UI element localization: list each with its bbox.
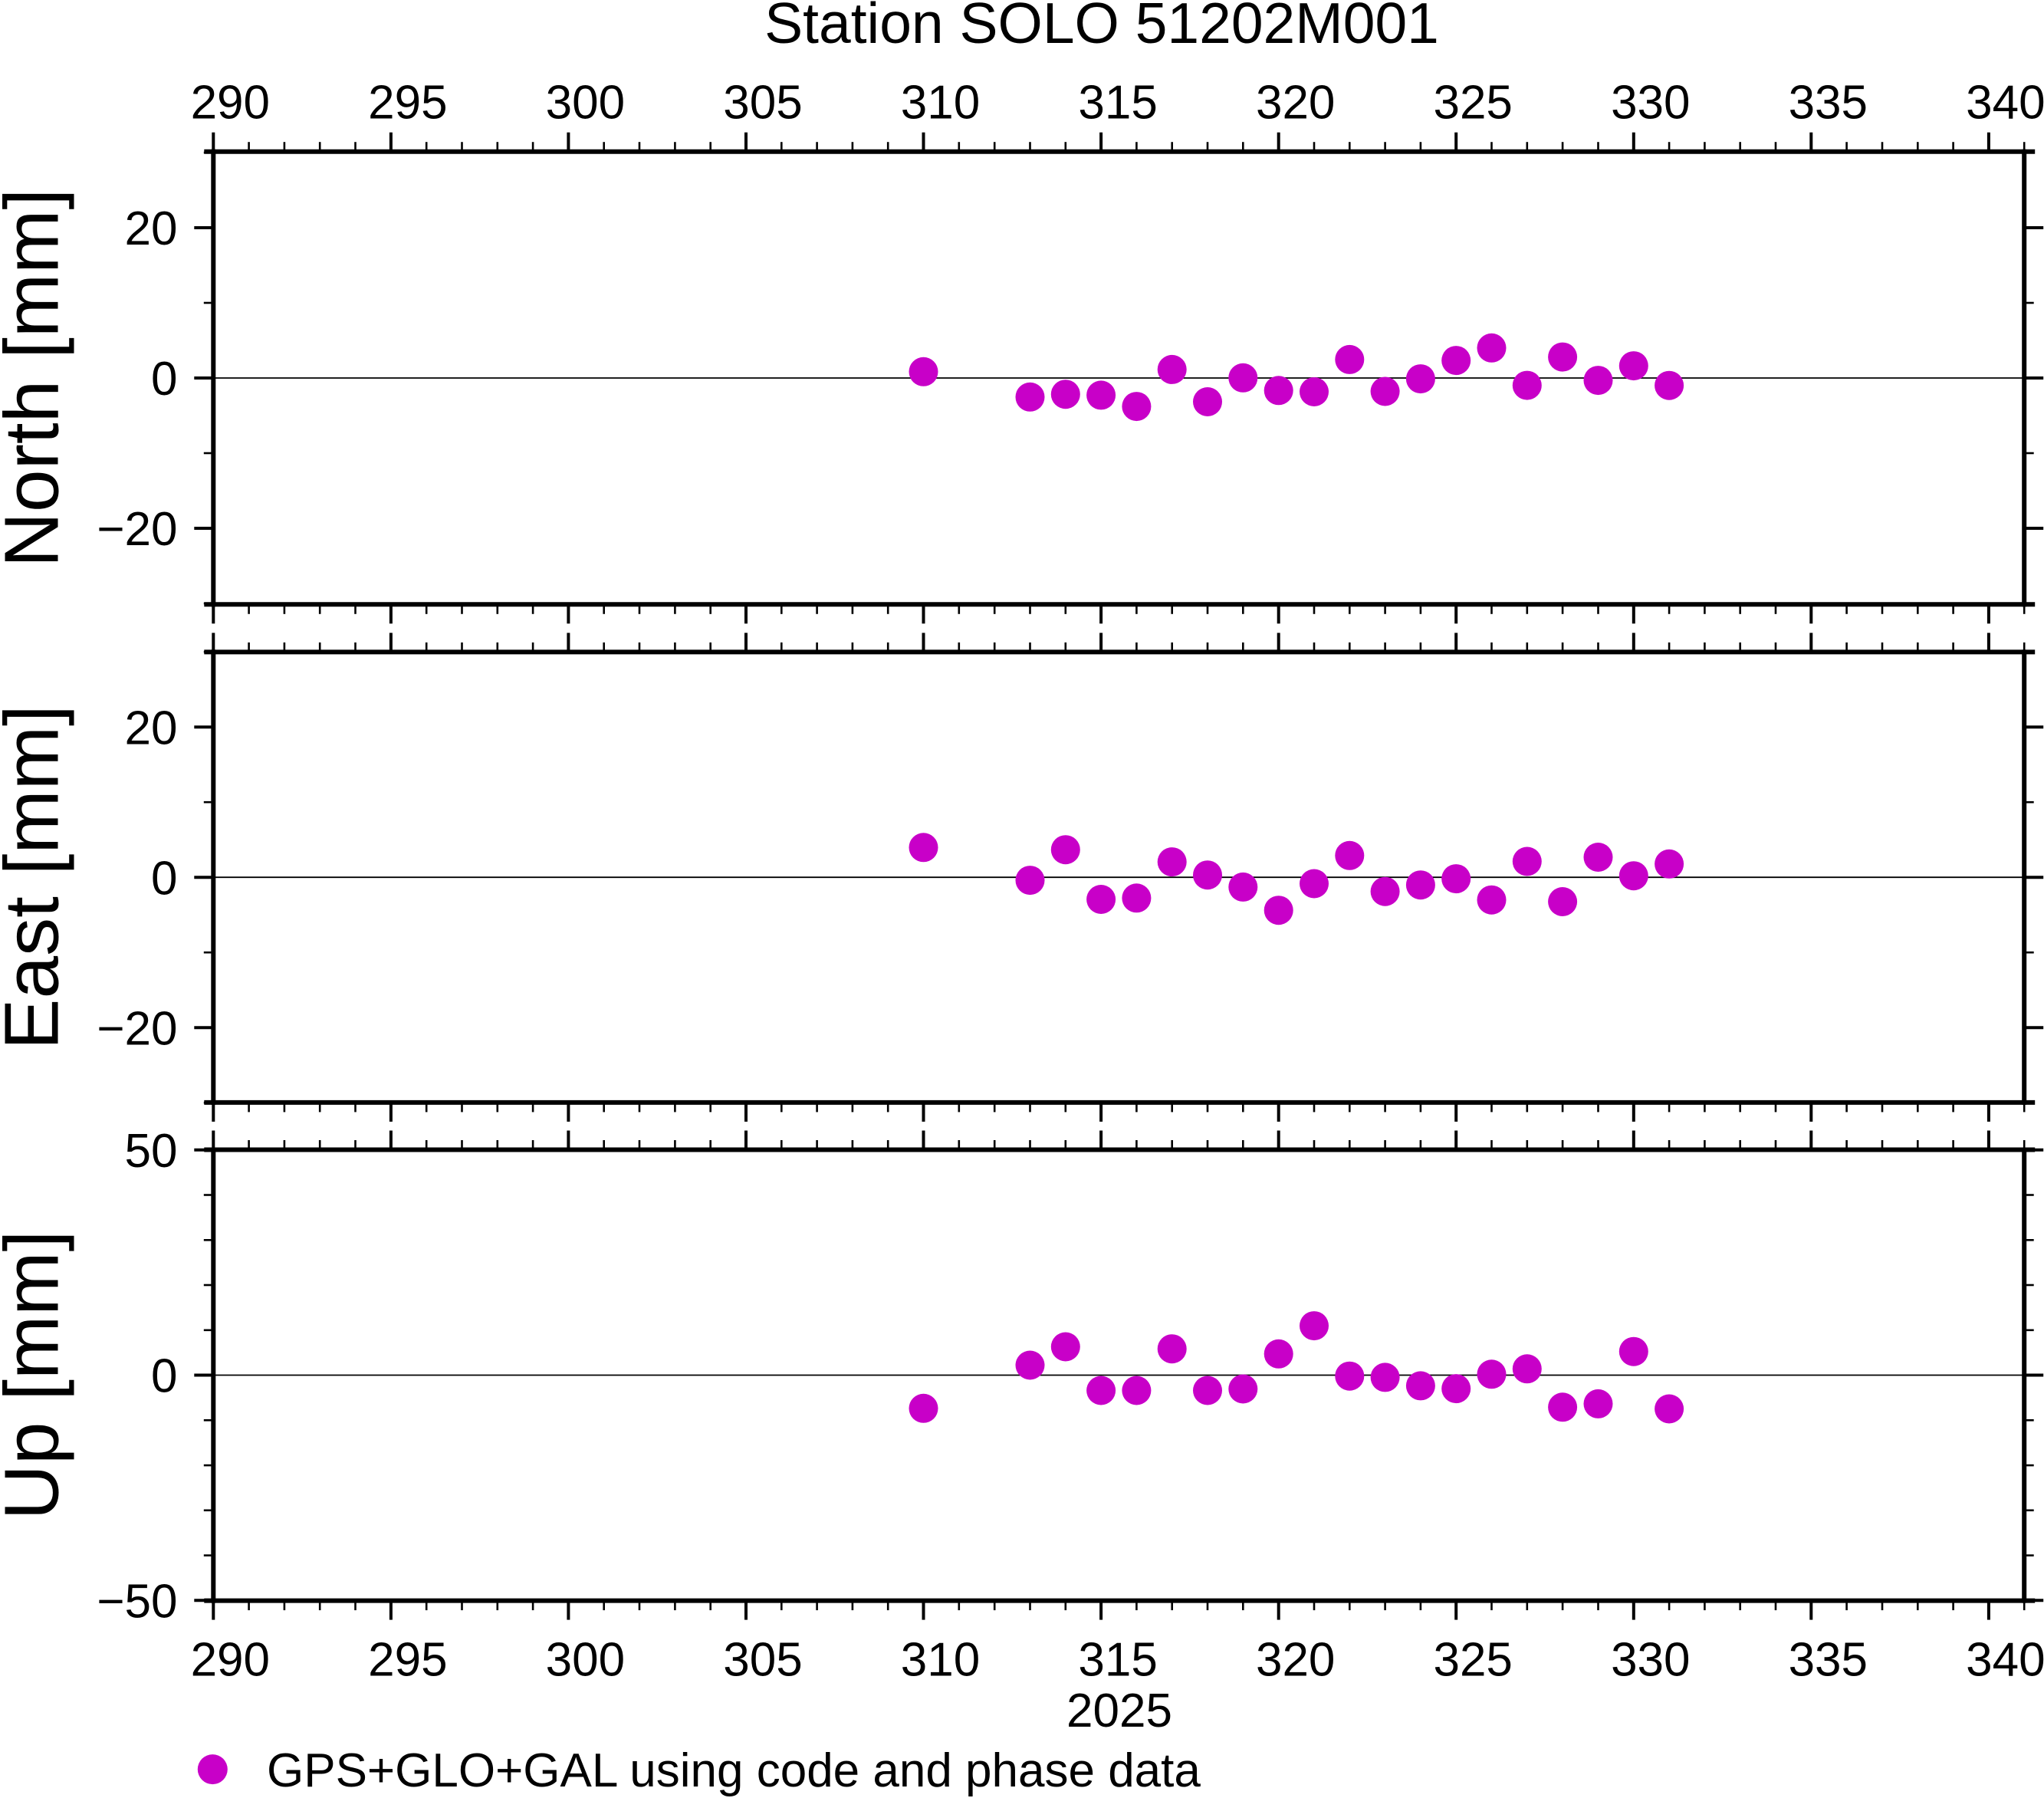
svg-text:0: 0 [151, 353, 177, 406]
svg-text:320: 320 [1256, 1634, 1335, 1687]
svg-text:−20: −20 [97, 1002, 177, 1055]
svg-text:20: 20 [125, 702, 178, 754]
svg-text:335: 335 [1789, 77, 1868, 130]
svg-text:0: 0 [151, 852, 177, 905]
svg-text:−20: −20 [97, 503, 177, 556]
svg-text:20: 20 [125, 202, 178, 255]
svg-text:340: 340 [1966, 77, 2044, 130]
svg-text:320: 320 [1256, 77, 1335, 130]
svg-text:290: 290 [191, 77, 270, 130]
svg-text:340: 340 [1966, 1634, 2044, 1687]
svg-text:North [mm]: North [mm] [0, 189, 75, 567]
svg-text:305: 305 [723, 77, 802, 130]
svg-text:Station SOLO 51202M001: Station SOLO 51202M001 [764, 0, 1439, 55]
svg-text:50: 50 [125, 1125, 178, 1178]
svg-text:305: 305 [723, 1634, 802, 1687]
svg-text:330: 330 [1611, 1634, 1690, 1687]
svg-text:290: 290 [191, 1634, 270, 1687]
svg-text:2025: 2025 [1066, 1685, 1172, 1737]
svg-text:325: 325 [1433, 77, 1512, 130]
svg-text:−50: −50 [97, 1576, 177, 1629]
svg-text:GPS+GLO+GAL using code and pha: GPS+GLO+GAL using code and phase data [267, 1744, 1201, 1797]
svg-text:295: 295 [368, 77, 447, 130]
svg-text:315: 315 [1078, 1634, 1157, 1687]
svg-text:325: 325 [1433, 1634, 1512, 1687]
svg-text:315: 315 [1078, 77, 1157, 130]
svg-text:330: 330 [1611, 77, 1690, 130]
svg-text:310: 310 [901, 1634, 980, 1687]
svg-text:335: 335 [1789, 1634, 1868, 1687]
svg-text:East [mm]: East [mm] [0, 705, 75, 1050]
svg-text:300: 300 [546, 77, 625, 130]
svg-text:0: 0 [151, 1350, 177, 1403]
svg-text:295: 295 [368, 1634, 447, 1687]
svg-text:Up [mm]: Up [mm] [0, 1231, 75, 1520]
svg-text:300: 300 [546, 1634, 625, 1687]
svg-text:310: 310 [901, 77, 980, 130]
